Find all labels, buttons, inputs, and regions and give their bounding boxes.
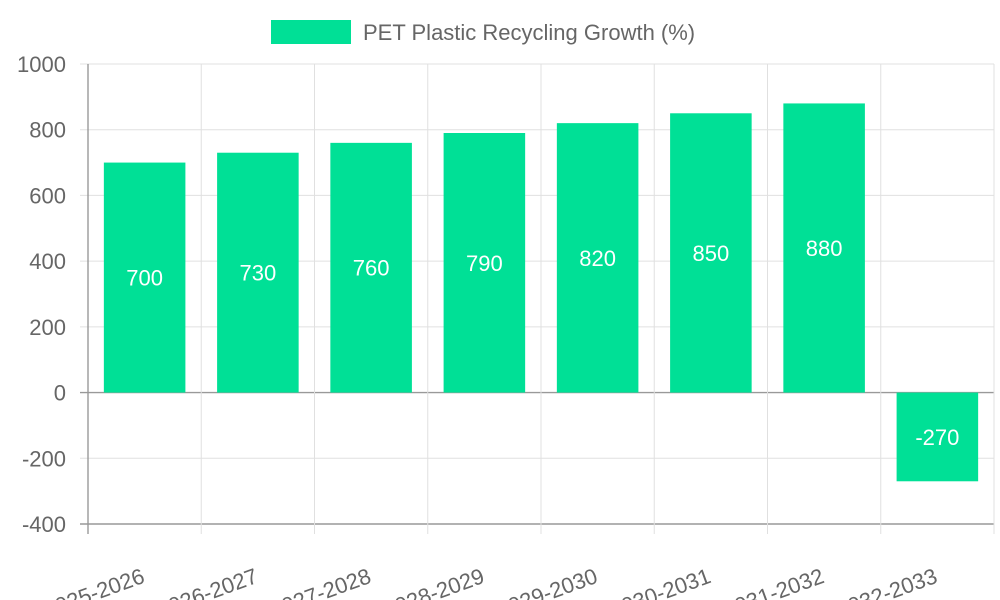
bar-value-label: 820 — [579, 246, 616, 271]
bars-layer — [103, 103, 979, 482]
bar[interactable] — [217, 152, 299, 393]
bar-value-label: 760 — [353, 256, 390, 281]
x-tick-label: 2029-2030 — [493, 563, 600, 600]
bar-value-label: 850 — [693, 241, 730, 266]
bar[interactable] — [103, 162, 186, 393]
bar[interactable] — [670, 113, 752, 393]
bar[interactable] — [443, 133, 526, 393]
bar[interactable] — [556, 123, 639, 393]
y-tick-label: 0 — [54, 381, 66, 406]
bar-value-label: 880 — [806, 236, 843, 261]
bar-value-label: 700 — [126, 266, 163, 291]
bar-value-label: -270 — [915, 425, 959, 450]
legend-label[interactable]: PET Plastic Recycling Growth (%) — [363, 20, 695, 45]
y-tick-label: 400 — [29, 249, 66, 274]
bar[interactable] — [783, 103, 865, 393]
x-tick-label: 2026-2027 — [154, 563, 261, 600]
y-tick-label: 1000 — [17, 52, 66, 77]
y-tick-label: 200 — [29, 315, 66, 340]
x-tick-label: 2028-2029 — [380, 563, 487, 600]
bar[interactable] — [896, 392, 979, 482]
y-tick-label: -200 — [22, 446, 66, 471]
bar[interactable] — [330, 142, 412, 393]
x-tick-label: 2027-2028 — [267, 563, 374, 600]
y-tick-label: -400 — [22, 512, 66, 537]
y-tick-label: 800 — [29, 118, 66, 143]
y-tick-label: 600 — [29, 183, 66, 208]
bar-value-label: 730 — [240, 261, 277, 286]
x-tick-label: 2032-2033 — [833, 563, 940, 600]
x-tick-label: 2025-2026 — [40, 563, 147, 600]
bar-value-label: 790 — [466, 251, 503, 276]
legend-swatch[interactable] — [271, 20, 351, 44]
x-tick-label: 2030-2031 — [607, 563, 714, 600]
x-tick-label: 2031-2032 — [720, 563, 827, 600]
legend[interactable]: PET Plastic Recycling Growth (%) — [271, 20, 695, 45]
data-labels-layer: 700 730 760 790 820 850 880 -270 — [126, 236, 959, 450]
